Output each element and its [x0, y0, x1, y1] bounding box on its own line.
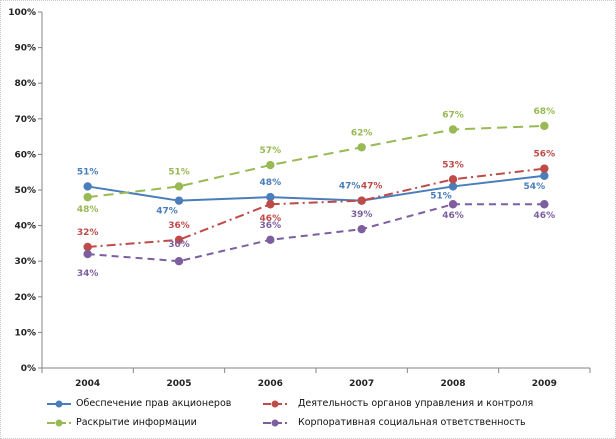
- data-label: 54%: [524, 182, 546, 192]
- data-point: [174, 235, 184, 245]
- data-point: [357, 143, 366, 152]
- data-point: [540, 200, 549, 209]
- data-label: 46%: [260, 214, 282, 224]
- data-point: [540, 171, 549, 180]
- data-point: [83, 242, 92, 252]
- data-label: 56%: [534, 150, 556, 160]
- data-label: 51%: [77, 167, 99, 177]
- y-tick-label: 80%: [14, 79, 36, 89]
- data-point: [448, 125, 458, 134]
- data-label: 34%: [77, 269, 99, 279]
- legend-marker-icon: [47, 419, 71, 426]
- legend-dot: [55, 419, 63, 426]
- legend-dot: [55, 400, 63, 407]
- y-tick-label: 60%: [14, 150, 36, 160]
- data-label: 57%: [260, 146, 282, 156]
- data-point: [448, 182, 458, 191]
- data-label: 53%: [442, 160, 464, 170]
- legend-dot: [271, 419, 279, 426]
- y-tick-label: 20%: [14, 293, 36, 303]
- data-label: 62%: [351, 128, 373, 138]
- x-tick-label: 2004: [75, 379, 100, 389]
- data-label: 47%: [339, 182, 361, 192]
- data-point: [174, 182, 184, 191]
- legend-label: Корпоративная социальная ответственность: [298, 417, 526, 428]
- data-point: [540, 121, 549, 131]
- series-line: [87, 124, 545, 199]
- series-lines: [83, 121, 549, 266]
- series-line: [87, 167, 545, 248]
- data-point: [266, 160, 275, 170]
- data-labels: 51%47%48% 47%51%54%32%36%46%47%53%56%48%5…: [77, 107, 555, 279]
- legend-label: Деятельность органов управления и контро…: [298, 398, 534, 409]
- y-tick-label: 10%: [14, 328, 36, 338]
- legend-label: Обеспечение прав акционеров: [76, 398, 232, 409]
- y-tick-label: 40%: [14, 222, 36, 232]
- legend-item-csr: Корпоративная социальная ответственность: [262, 417, 526, 428]
- data-label: 46%: [442, 211, 464, 221]
- x-tick-label: 2006: [258, 379, 283, 389]
- data-point: [83, 182, 92, 191]
- data-label: 47%: [156, 207, 178, 217]
- data-label: 36%: [168, 221, 190, 231]
- data-label: 48%: [77, 205, 99, 215]
- legend-item-disclosure: Раскрытие информации: [46, 417, 197, 428]
- x-tick-label: 2005: [166, 379, 191, 389]
- legend: Обеспечение прав акционеров Деятельность…: [0, 392, 616, 438]
- legend-marker-icon: [263, 400, 287, 407]
- y-tick-label: 100%: [8, 8, 36, 18]
- data-label: 36%: [260, 221, 282, 231]
- data-point: [266, 192, 275, 202]
- data-label: 48%: [260, 178, 282, 188]
- y-tick-label: 90%: [14, 44, 36, 54]
- data-point: [448, 175, 458, 184]
- axes: 0% 10% 20% 30% 40% 50% 60% 70% 80% 90% 100% 2004 200…: [8, 8, 591, 389]
- data-point: [357, 196, 366, 205]
- legend-dot: [271, 400, 279, 407]
- data-point: [83, 249, 92, 259]
- data-label: 67%: [442, 110, 464, 120]
- data-label: 51%: [168, 167, 190, 177]
- x-tick-label: 2007: [349, 379, 374, 389]
- line-chart: 0% 10% 20% 30% 40% 50% 60% 70% 80% 90% 100% 2004 200…: [8, 8, 591, 389]
- data-point: [174, 257, 184, 266]
- legend-marker-icon: [263, 419, 287, 426]
- legend-marker-icon: [47, 400, 71, 407]
- data-point: [357, 224, 366, 234]
- data-point: [448, 200, 458, 209]
- series-line: [87, 203, 545, 263]
- data-label: 51%: [430, 191, 452, 201]
- y-tick-label: 70%: [14, 115, 36, 125]
- data-label: 39%: [351, 210, 373, 220]
- legend-item-governance-bodies: Деятельность органов управления и контро…: [262, 398, 533, 409]
- y-tick-label: 30%: [14, 257, 36, 267]
- data-label: 32%: [77, 228, 99, 238]
- data-point: [266, 200, 275, 209]
- data-label: 68%: [534, 107, 556, 117]
- data-point: [174, 196, 184, 205]
- legend-item-shareholder-rights: Обеспечение прав акционеров: [46, 398, 231, 409]
- data-label: 30%: [168, 240, 190, 250]
- x-tick-label: 2009: [532, 379, 557, 389]
- data-label: 46%: [534, 211, 556, 221]
- y-tick-label: 0%: [21, 364, 36, 374]
- data-point: [540, 164, 549, 173]
- series-line: [87, 174, 545, 202]
- legend-label: Раскрытие информации: [76, 417, 197, 428]
- data-point: [266, 235, 275, 245]
- data-label: 47%: [361, 182, 383, 192]
- data-point: [83, 192, 92, 202]
- x-tick-label: 2008: [440, 379, 465, 389]
- y-tick-label: 50%: [14, 186, 36, 196]
